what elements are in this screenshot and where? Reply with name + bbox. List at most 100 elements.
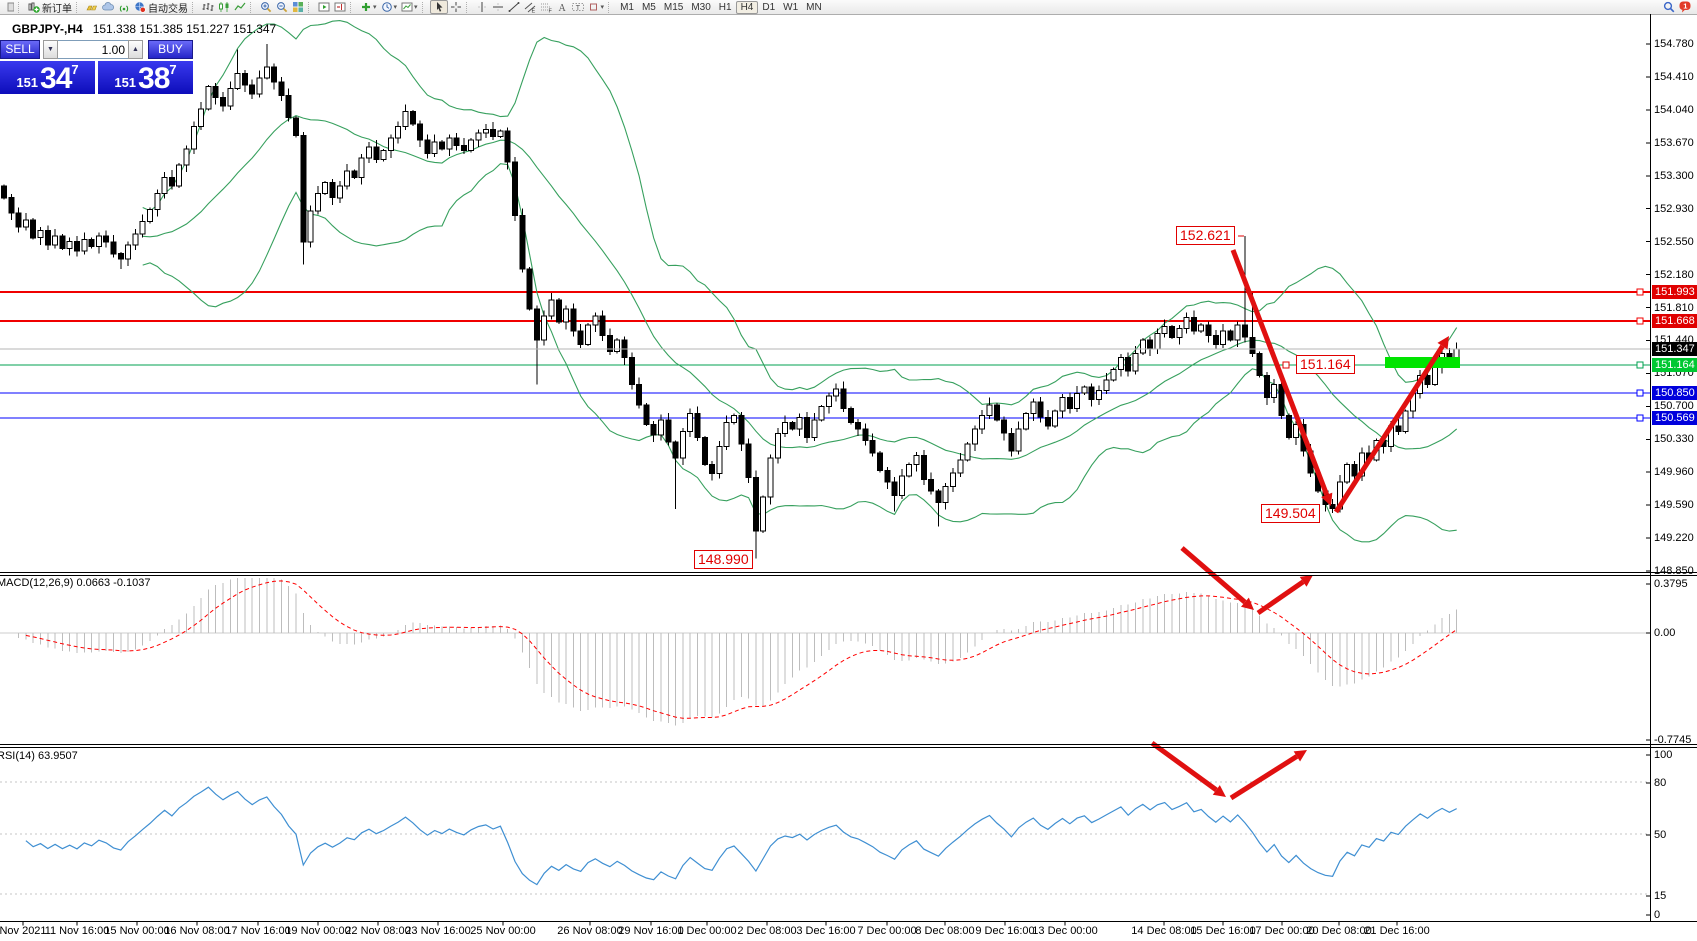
- signal-icon: [119, 5, 129, 12]
- rsi-axis-label: 100: [1654, 749, 1673, 761]
- shapes-menu-button[interactable]: ▾: [586, 1, 607, 14]
- rsi-axis-label: 80: [1654, 777, 1667, 789]
- buy-price-prefix: 151: [114, 75, 137, 90]
- crosshair-icon: [450, 2, 461, 12]
- shapes-icon: [589, 3, 597, 11]
- timeframe-m15-button[interactable]: M15: [663, 1, 684, 13]
- highlight-zone: [1385, 357, 1460, 368]
- ohlc-values: 151.338 151.385 151.227 151.347: [92, 22, 277, 36]
- line-chart-icon: [234, 2, 246, 11]
- autotrading-button[interactable]: 自动交易: [132, 1, 190, 15]
- tile-windows-button[interactable]: [290, 1, 306, 14]
- bar-chart-button[interactable]: [200, 1, 216, 14]
- text-tool-button[interactable]: A: [554, 1, 570, 14]
- clipped-window-icon[interactable]: [0, 1, 16, 14]
- price-badge-150.850: 150.850: [1652, 386, 1697, 400]
- new-order-icon: [28, 2, 40, 13]
- time-axis-label: 15 Nov 00:00: [104, 925, 170, 937]
- toolbar-separator: [18, 1, 24, 13]
- search-button[interactable]: [1661, 1, 1677, 14]
- annotation-152.621[interactable]: 152.621: [1176, 226, 1235, 245]
- time-axis-label: 13 Dec 00:00: [1032, 925, 1098, 937]
- equidistant-channel-tool-button[interactable]: E: [522, 1, 538, 14]
- timeframe-h4-button[interactable]: H4: [735, 0, 759, 14]
- trendline-tool-button[interactable]: [506, 1, 522, 14]
- volume-input[interactable]: [58, 40, 128, 59]
- zoom-out-icon: [277, 2, 288, 13]
- svg-text:A: A: [558, 3, 566, 13]
- label-tool-button[interactable]: T: [570, 1, 586, 14]
- zoom-in-button[interactable]: [258, 1, 274, 14]
- svg-text:1: 1: [1683, 1, 1687, 10]
- price-axis-label: 148.850: [1654, 565, 1694, 578]
- price-axis-label: 152.930: [1654, 202, 1694, 215]
- crosshair-tool-button[interactable]: [448, 1, 464, 14]
- timeframe-m30-button[interactable]: M30: [691, 1, 711, 13]
- buy-button[interactable]: BUY: [148, 40, 193, 59]
- cursor-tool-button[interactable]: [429, 0, 448, 14]
- text-icon: A: [558, 3, 566, 13]
- signals-button[interactable]: [116, 1, 132, 14]
- timeframe-h1-button[interactable]: H1: [718, 1, 732, 13]
- timeframe-m5-button[interactable]: M5: [641, 1, 656, 13]
- toolbar: 新订单 自动交易 ▾ ▾ ▾ E F A T ▾ M1 M5 M15 M30 H1 H4 D1 W1 MN 1: [0, 0, 1697, 15]
- chart-clip-icon: [7, 2, 14, 12]
- toolbar-separator: [350, 1, 356, 13]
- tile-windows-icon: [293, 2, 303, 12]
- price-axis-label: 154.780: [1654, 38, 1694, 50]
- toolbar-separator: [76, 1, 82, 13]
- trendline-icon: [508, 2, 520, 12]
- annotation-151.164[interactable]: 151.164: [1296, 355, 1355, 374]
- zoom-out-button[interactable]: [274, 1, 290, 14]
- time-axis-label: 1 Dec 00:00: [677, 925, 737, 937]
- indicators-menu-button[interactable]: ▾: [358, 1, 379, 14]
- candle-chart-button[interactable]: [216, 1, 232, 14]
- annotation-148.990[interactable]: 148.990: [694, 550, 753, 569]
- new-order-button-label: 新订单: [42, 3, 72, 15]
- timeframe-mn-button[interactable]: MN: [806, 1, 822, 13]
- volume-increase-button[interactable]: ▲: [128, 40, 143, 59]
- timeframe-m1-button[interactable]: M1: [620, 1, 634, 13]
- price-badge-151.164: 151.164: [1652, 358, 1697, 372]
- time-axis-label: 25 Nov 00:00: [470, 925, 536, 937]
- buy-price-display[interactable]: 151 38 7: [98, 61, 193, 94]
- horizontal-line-tool-button[interactable]: [490, 1, 506, 14]
- deposit-gold-button[interactable]: [84, 1, 100, 14]
- templates-menu-button[interactable]: ▾: [399, 1, 420, 14]
- chart-canvas[interactable]: [0, 14, 1697, 941]
- toolbar-separator: [192, 1, 198, 13]
- chart-shift-button[interactable]: [332, 1, 348, 14]
- notifications-button[interactable]: 1: [1677, 1, 1693, 14]
- sell-price-display[interactable]: 151 34 7: [0, 61, 95, 94]
- buy-price-pip-digit: 7: [169, 62, 177, 77]
- volume-decrease-button[interactable]: ▼: [43, 40, 58, 59]
- fibonacci-tool-button[interactable]: F: [538, 1, 554, 14]
- dropdown-arrow-icon[interactable]: ▾: [414, 4, 418, 11]
- macd-axis-label: -0.7745: [1654, 734, 1692, 746]
- auto-scroll-button[interactable]: [316, 1, 332, 14]
- time-axis-label: 7 Dec 00:00: [857, 925, 917, 937]
- dropdown-arrow-icon[interactable]: ▾: [373, 4, 377, 11]
- svg-text:F: F: [548, 9, 552, 14]
- timeframe-w1-button[interactable]: W1: [783, 1, 799, 13]
- periods-menu-button[interactable]: ▾: [379, 1, 400, 14]
- sell-price-pip-digit: 7: [71, 62, 79, 77]
- cloud-button[interactable]: [100, 1, 116, 14]
- dropdown-arrow-icon[interactable]: ▾: [600, 4, 605, 11]
- price-axis-label: 153.300: [1654, 169, 1694, 182]
- annotation-149.504[interactable]: 149.504: [1261, 504, 1320, 523]
- vertical-line-tool-button[interactable]: [474, 1, 490, 14]
- time-axis-label: 29 Nov 16:00: [618, 925, 684, 937]
- price-badge-150.569: 150.569: [1652, 411, 1697, 425]
- sell-price-prefix: 151: [16, 75, 39, 90]
- price-axis-label: 150.330: [1654, 433, 1694, 446]
- timeframe-d1-button[interactable]: D1: [762, 1, 776, 13]
- time-axis-label: 26 Nov 08:00: [557, 925, 623, 937]
- new-order-button[interactable]: 新订单: [26, 1, 74, 15]
- rsi-axis-label: 15: [1654, 890, 1667, 902]
- dropdown-arrow-icon[interactable]: ▾: [393, 4, 398, 11]
- time-axis-label: 17 Nov 16:00: [225, 925, 291, 937]
- sell-button[interactable]: SELL: [0, 40, 40, 59]
- line-chart-button[interactable]: [232, 1, 248, 14]
- search-icon: [1663, 1, 1675, 13]
